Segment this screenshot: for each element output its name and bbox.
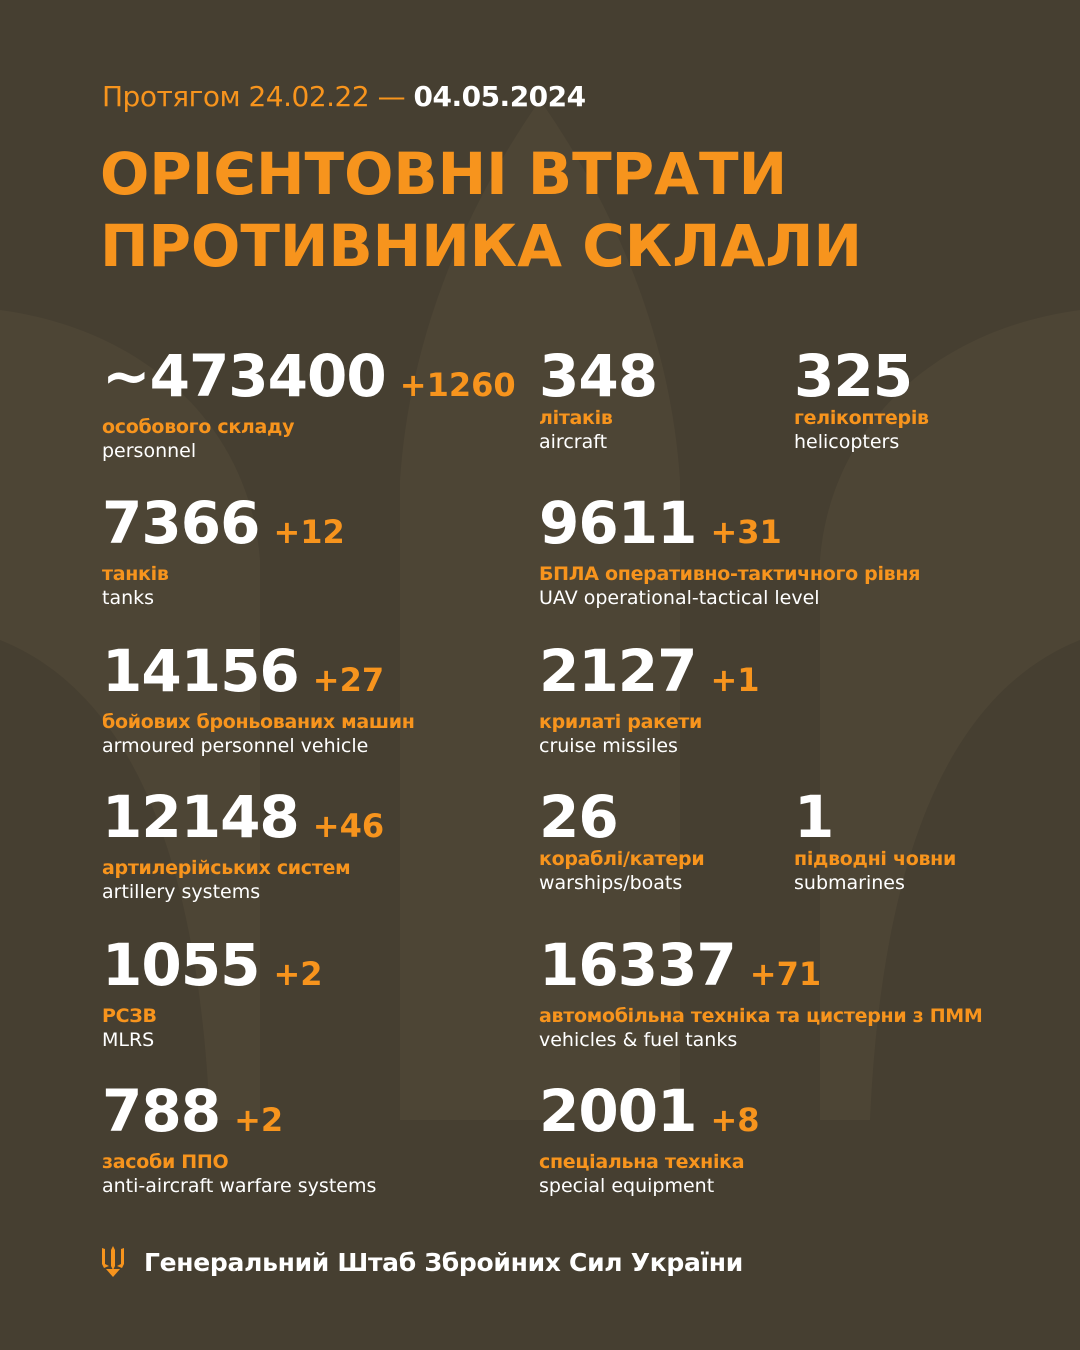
stat-increment: +12 <box>273 513 345 551</box>
stat-special-equipment: 2001 +8 спеціальна техніка special equipm… <box>539 1080 760 1197</box>
stat-value: 1055 +2 <box>102 934 323 1005</box>
stat-value: 325 <box>794 345 929 407</box>
stat-increment: +2 <box>234 1101 284 1139</box>
stat-label-en: vehicles & fuel tanks <box>539 1029 738 1051</box>
stat-value: ~473400 +1260 <box>102 345 516 416</box>
stat-value: 2001 +8 <box>539 1080 760 1151</box>
period-prefix: Протягом 24.02.22 — <box>102 80 406 113</box>
stat-label-ua: особового складу <box>102 416 295 438</box>
stat-number: 9611 <box>539 489 697 557</box>
stat-increment: +27 <box>312 661 385 699</box>
stat-value: 14156 +27 <box>102 640 415 711</box>
trident-icon <box>102 1246 124 1277</box>
stat-label-en: MLRS <box>102 1029 155 1051</box>
stat-value: 16337 +71 <box>539 934 983 1005</box>
stat-label-en: artillery systems <box>102 881 261 903</box>
stat-personnel: ~473400 +1260 особового складу personnel <box>102 345 516 462</box>
stat-label-en: armoured personnel vehicle <box>102 735 369 757</box>
stat-value: 2127 +1 <box>539 640 760 711</box>
stat-number: 1 <box>794 783 834 851</box>
stat-value: 1 <box>794 786 956 848</box>
stat-apv: 14156 +27 бойових броньованих машин armou… <box>102 640 415 757</box>
stat-label-ua: підводні човни <box>794 848 957 870</box>
stat-label-ua: бойових броньованих машин <box>102 711 415 733</box>
stat-label-en: personnel <box>102 440 197 462</box>
stat-label-ua: гелікоптерів <box>794 407 929 429</box>
stat-cruise-missiles: 2127 +1 крилаті ракети cruise missiles <box>539 640 760 757</box>
stat-label-ua: танків <box>102 563 169 585</box>
page-title: ОРІЄНТОВНІ ВТРАТИ ПРОТИВНИКА СКЛАЛИ <box>100 138 862 282</box>
stat-number: 2127 <box>539 637 697 705</box>
stat-uav: 9611 +31 БПЛА оперативно-тактичного рівня… <box>539 492 920 609</box>
stat-label-ua: БПЛА оперативно-тактичного рівня <box>539 563 921 585</box>
stat-value: 7366 +12 <box>102 492 345 563</box>
stat-label-ua: кораблі/катери <box>539 848 705 870</box>
stat-vehicles: 16337 +71 автомобільна техніка та цистерн… <box>539 934 983 1051</box>
stat-label-ua: засоби ППО <box>102 1151 229 1173</box>
stat-label-ua: РСЗВ <box>102 1005 157 1027</box>
period: Протягом 24.02.22 — 04.05.2024 <box>102 80 586 113</box>
stat-number: 325 <box>794 342 913 410</box>
stat-number: 16337 <box>539 931 737 999</box>
title-line-1: ОРІЄНТОВНІ ВТРАТИ <box>100 140 788 208</box>
period-date: 04.05.2024 <box>413 80 586 113</box>
stat-number: 12148 <box>102 783 300 851</box>
footer: Генеральний Штаб Збройних Сил України <box>100 1246 743 1278</box>
stat-increment: +8 <box>710 1101 760 1139</box>
stat-increment: +31 <box>710 513 782 551</box>
stat-label-en: anti-aircraft warfare systems <box>102 1175 377 1197</box>
stat-mlrs: 1055 +2 РСЗВ MLRS <box>102 934 323 1051</box>
stat-increment: +71 <box>749 955 822 993</box>
stat-increment: +2 <box>273 955 323 993</box>
stat-value: 348 <box>539 342 658 410</box>
stat-label-en: tanks <box>102 587 155 609</box>
title-line-2: ПРОТИВНИКА СКЛАЛИ <box>100 212 862 280</box>
stat-anti-aircraft: 788 +2 засоби ППО anti-aircraft warfare s… <box>102 1080 376 1197</box>
stat-label-en: helicopters <box>794 431 900 453</box>
stat-number: 348 <box>539 342 658 410</box>
stat-submarines: 1 підводні човни submarines <box>794 786 956 894</box>
stat-number: 788 <box>102 1077 221 1145</box>
stat-increment: +1 <box>710 661 760 699</box>
stat-label-en: warships/boats <box>539 872 683 894</box>
stat-label-en: UAV operational-tactical level <box>539 587 820 609</box>
stat-label-ua: літаків <box>539 407 613 429</box>
stat-increment: +46 <box>312 807 385 845</box>
stat-number: 14156 <box>102 637 300 705</box>
stat-number: 1055 <box>102 931 260 999</box>
stat-number: 7366 <box>102 489 260 557</box>
stat-label-en: special equipment <box>539 1175 715 1197</box>
stat-label-en: submarines <box>794 872 905 894</box>
stat-label-en: aircraft <box>539 431 608 453</box>
stat-label-ua: крилаті ракети <box>539 711 703 733</box>
stat-label-ua: спеціальна техніка <box>539 1151 745 1173</box>
stat-warships: 26 кораблі/катери warships/boats <box>539 786 705 894</box>
stat-label-ua: артилерійських систем <box>102 857 351 879</box>
stat-value: 26 <box>539 786 704 848</box>
stat-tanks: 7366 +12 танків tanks <box>102 492 345 609</box>
stat-value: 9611 +31 <box>539 492 920 563</box>
stat-value: 788 +2 <box>102 1080 376 1151</box>
stat-number: 26 <box>539 783 619 851</box>
stat-increment: +1260 <box>399 366 516 404</box>
stat-label-ua: автомобільна техніка та цистерни з ПММ <box>539 1005 983 1027</box>
stat-number: 2001 <box>539 1077 697 1145</box>
footer-text: Генеральний Штаб Збройних Сил України <box>144 1247 743 1277</box>
stat-artillery: 12148 +46 артилерійських систем artillery… <box>102 786 384 903</box>
stat-number: ~473400 <box>102 342 387 410</box>
stat-aircraft: 348 літаків aircraft <box>539 342 658 453</box>
stat-label-en: cruise missiles <box>539 735 678 757</box>
stat-value: 12148 +46 <box>102 786 384 857</box>
stat-helicopters: 325 гелікоптерів helicopters <box>794 345 929 453</box>
